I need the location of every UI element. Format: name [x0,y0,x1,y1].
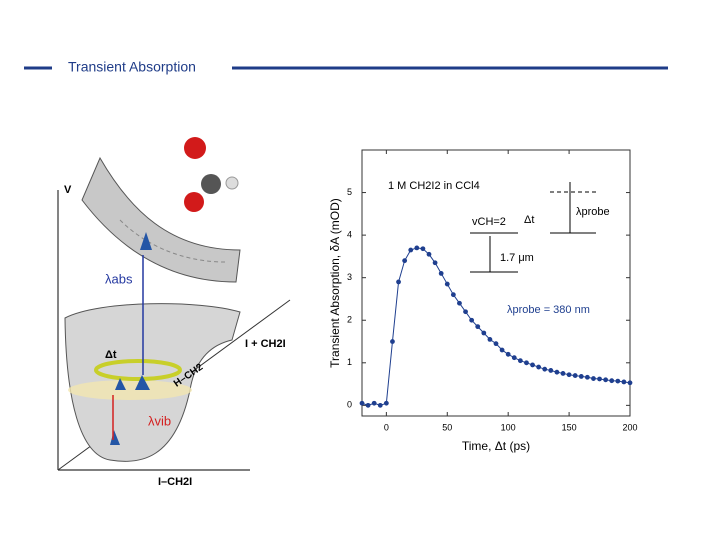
annotation: vCH=2 [472,216,506,228]
data-point [536,364,542,370]
data-point [560,371,566,376]
annotation: λprobe = 380 nm [507,304,590,316]
data-point [621,379,627,385]
data-point [426,251,432,257]
y-tick-label: 3 [347,272,352,282]
data-point [548,368,554,373]
data-point [377,402,383,408]
x-tick-label: 150 [562,422,577,432]
data-point [554,369,560,375]
x-tick-label: 200 [622,422,637,432]
data-point [365,402,371,408]
label: Δt [105,349,117,361]
x-tick-label: 50 [442,422,452,432]
atom [225,176,239,190]
y-tick-label: 5 [347,187,352,197]
atom [184,192,204,212]
annotation: 1 M CH2I2 in CCl4 [388,180,480,192]
data-point [481,330,487,336]
data-point [396,279,401,285]
data-point [371,400,377,406]
data-point [457,300,462,306]
data-point [511,355,517,361]
level [68,380,192,400]
y-tick-label: 2 [347,315,352,325]
label: λabs [105,271,133,286]
data-point [578,374,584,379]
data-point [591,376,596,381]
data-point [444,281,450,287]
data-point [475,324,481,330]
diagram: V λabs Δt λvib I + CH2I H–CH2 I–CH2I [57,137,291,488]
data-point [615,378,621,384]
data-point [359,400,365,406]
atom [201,174,221,194]
x-tick-label: 100 [501,422,516,432]
data-point [524,360,529,366]
data-point [432,260,438,266]
annotation: Δt [524,214,534,226]
data-point [469,317,475,323]
x-tick-label: 0 [384,422,389,432]
data-point [438,271,444,276]
data-point [487,336,493,342]
y-tick-label: 1 [347,357,352,367]
annotation: 1.7 μm [500,252,534,264]
data-point [542,366,548,372]
data-point [627,380,633,386]
atom [184,137,206,159]
data-point [603,377,609,383]
wavepacket [140,232,152,250]
x-axis-label: Time, Δt (ps) [462,439,530,453]
label: V [64,184,72,196]
annotation: λprobe [576,206,610,218]
data-point [390,339,395,344]
level-scheme [470,182,596,273]
data-point [499,347,505,353]
upper-surface [81,156,241,283]
data-point [450,292,456,298]
label: I–CH2I [158,476,192,488]
data-point [408,247,414,253]
data-point [530,362,535,368]
plot-frame [361,149,631,417]
data-point [517,358,523,364]
ring [94,359,182,381]
data-point [463,309,468,315]
wavepacket [110,375,150,445]
data-point [584,374,590,380]
data-point [402,258,408,264]
label: λvib [148,413,171,428]
data-point [609,378,615,384]
y-tick-label: 0 [347,400,352,410]
data-point [414,245,420,251]
y-tick-label: 4 [347,229,352,239]
data-point [493,341,499,347]
y-axis-label: Transient Absorption, δA (mOD) [328,198,342,368]
data-point [572,373,578,378]
data-point [420,246,426,252]
data-point [566,372,572,378]
header-title: Transient Absorption [68,59,196,75]
data-point [597,376,602,382]
data-point [505,351,511,357]
label: I + CH2I [245,338,286,350]
data-point [383,400,389,406]
